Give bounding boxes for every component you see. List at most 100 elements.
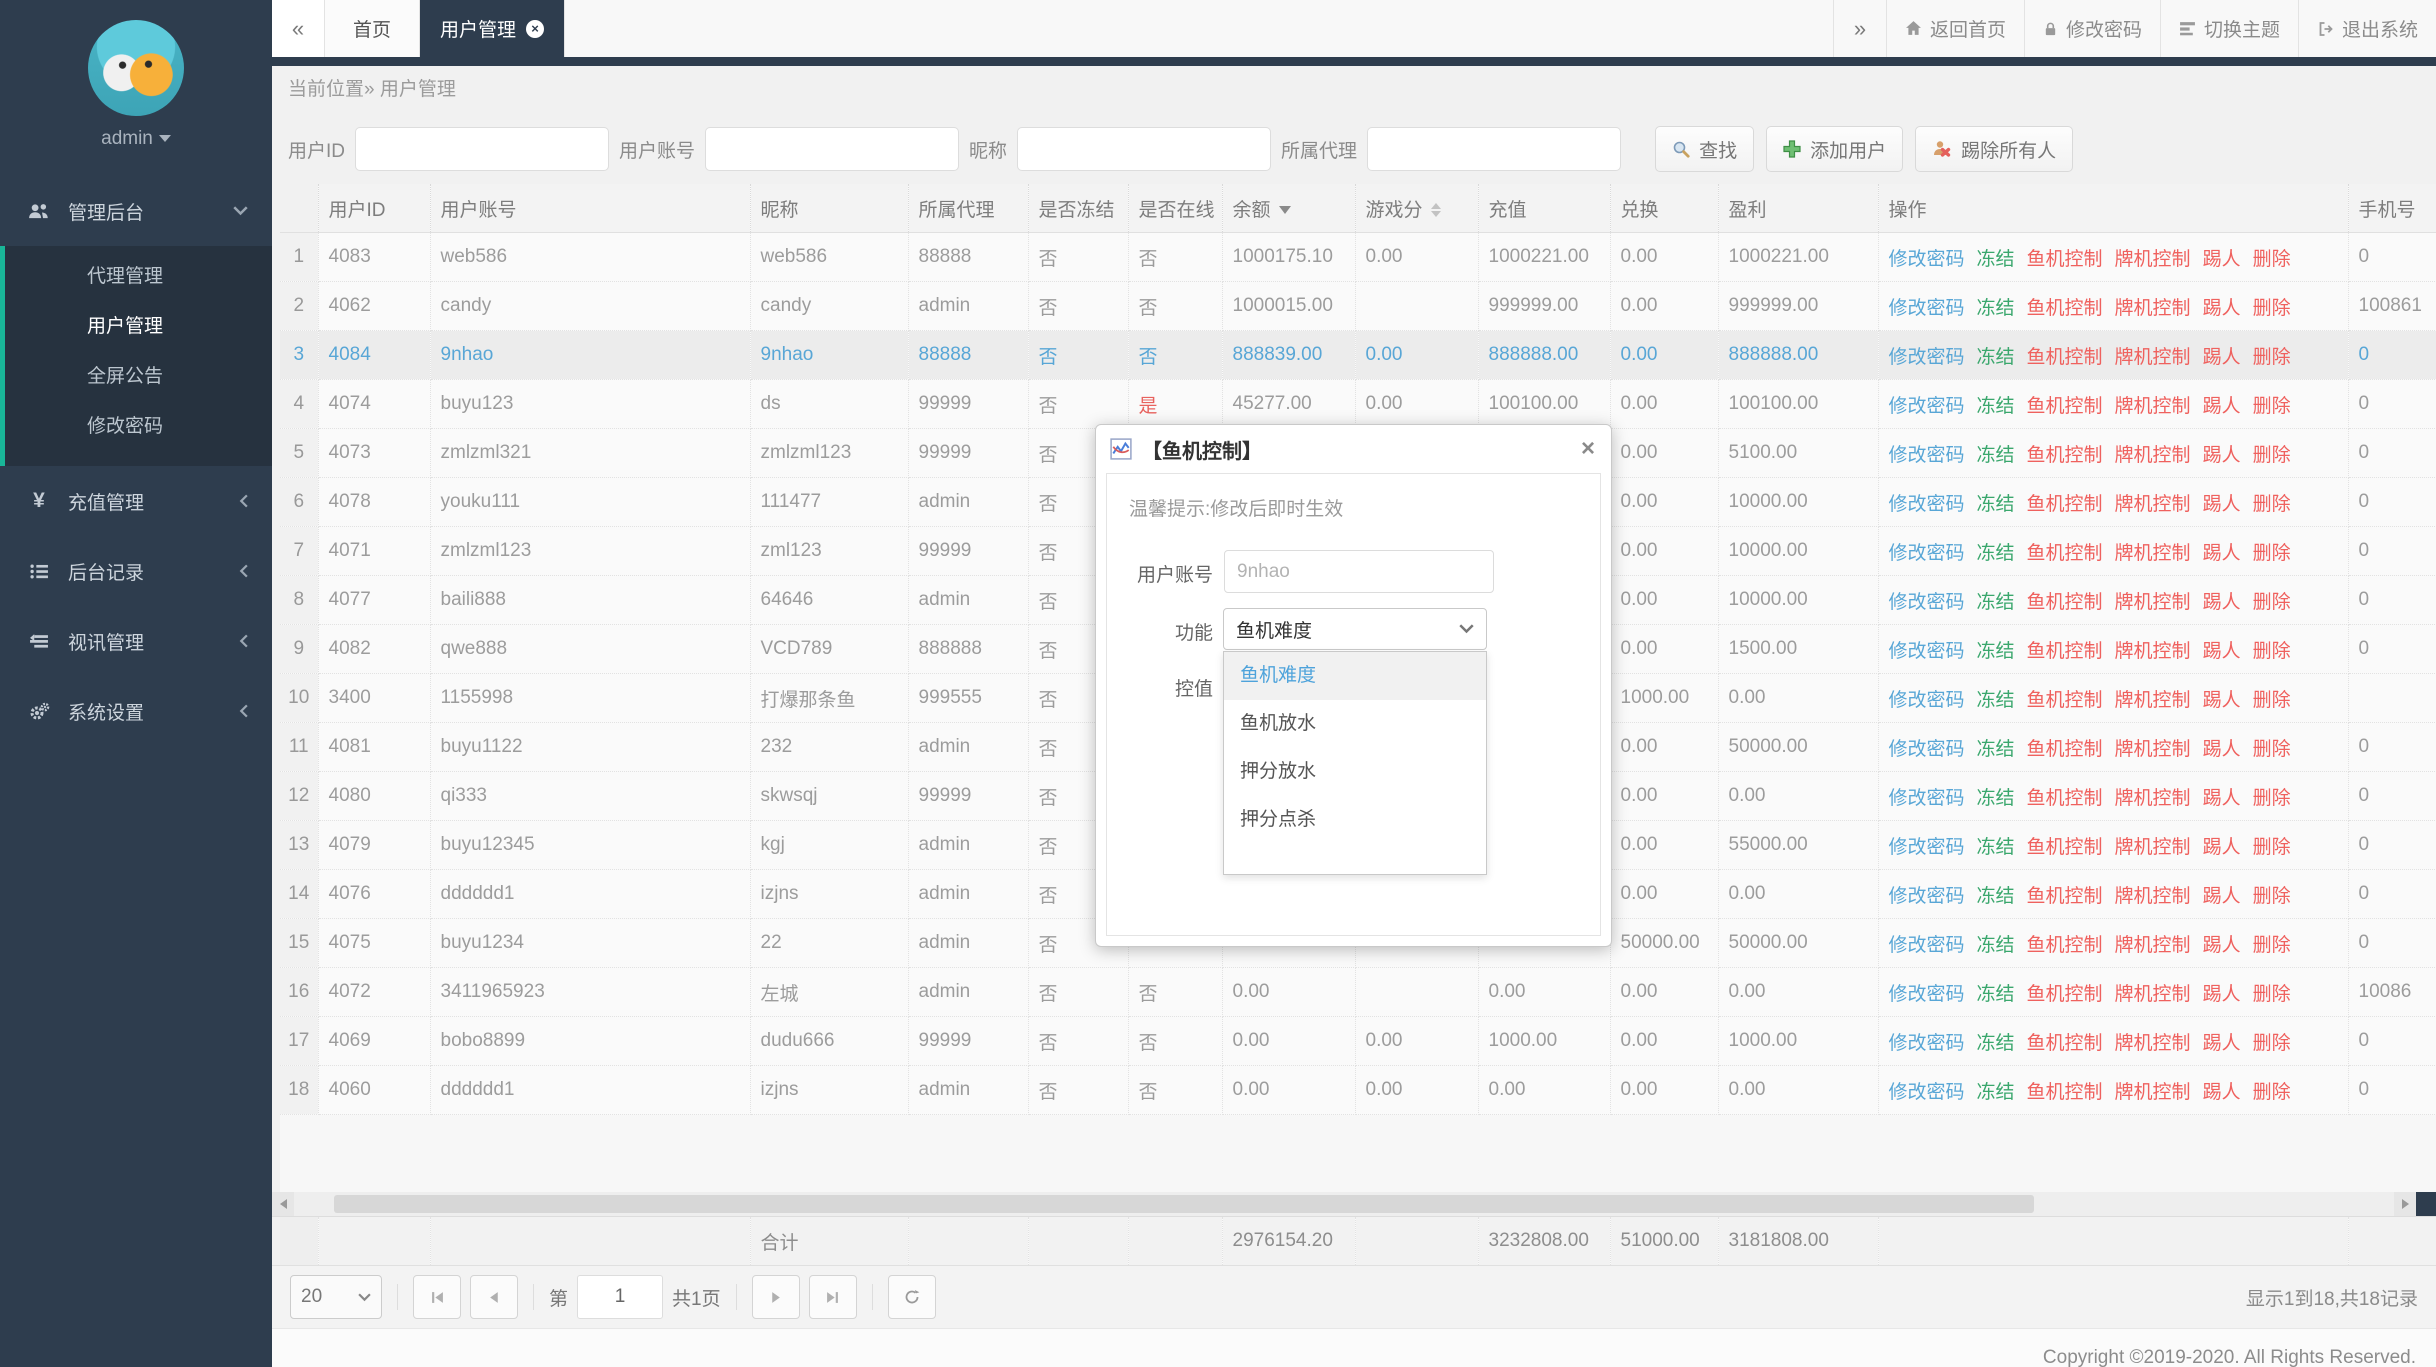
change-password-link[interactable]: 修改密码 <box>1888 591 1965 613</box>
freeze-link[interactable]: 冻结 <box>1976 836 2015 858</box>
scroll-left-arrow[interactable] <box>272 1192 294 1216</box>
page-number-input[interactable] <box>577 1275 664 1319</box>
switch-theme-button[interactable]: 切换主题 <box>2159 0 2298 57</box>
kick-link[interactable]: 踢人 <box>2202 885 2241 907</box>
kick-link[interactable]: 踢人 <box>2202 346 2241 368</box>
dropdown-option[interactable]: 鱼机放水 <box>1240 713 1317 734</box>
delete-link[interactable]: 删除 <box>2252 395 2291 417</box>
change-password-link[interactable]: 修改密码 <box>1888 395 1965 417</box>
freeze-link[interactable]: 冻结 <box>1976 493 2015 515</box>
delete-link[interactable]: 删除 <box>2252 591 2291 613</box>
search-button[interactable]: 查找 <box>1655 126 1755 172</box>
freeze-link[interactable]: 冻结 <box>1976 297 2015 319</box>
change-password-link[interactable]: 修改密码 <box>1888 934 1965 956</box>
sidebar-item-admin[interactable]: 管理后台 <box>0 176 272 246</box>
filter-input-nickname[interactable] <box>1017 127 1272 171</box>
account-input[interactable] <box>1224 550 1494 593</box>
scrollbar-thumb[interactable] <box>334 1195 2034 1213</box>
kick-link[interactable]: 踢人 <box>2202 395 2241 417</box>
delete-link[interactable]: 删除 <box>2252 836 2291 858</box>
filter-input-user-id[interactable] <box>355 127 610 171</box>
change-password-button[interactable]: 修改密码 <box>2023 0 2160 57</box>
card-control-link[interactable]: 牌机控制 <box>2114 738 2191 760</box>
fish-control-link[interactable]: 鱼机控制 <box>2026 444 2103 466</box>
sidebar-subitem-password[interactable]: 修改密码 <box>87 416 164 437</box>
fish-control-link[interactable]: 鱼机控制 <box>2026 1081 2103 1103</box>
change-password-link[interactable]: 修改密码 <box>1888 346 1965 368</box>
fish-control-link[interactable]: 鱼机控制 <box>2026 493 2103 515</box>
fish-control-link[interactable]: 鱼机控制 <box>2026 591 2103 613</box>
freeze-link[interactable]: 冻结 <box>1976 738 2015 760</box>
card-control-link[interactable]: 牌机控制 <box>2114 248 2191 270</box>
sidebar-item-video[interactable]: 视讯管理 <box>0 606 272 676</box>
delete-link[interactable]: 删除 <box>2252 640 2291 662</box>
sidebar-item-records[interactable]: 后台记录 <box>0 536 272 606</box>
delete-link[interactable]: 删除 <box>2252 542 2291 564</box>
freeze-link[interactable]: 冻结 <box>1976 346 2015 368</box>
fish-control-link[interactable]: 鱼机控制 <box>2026 836 2103 858</box>
dropdown-option[interactable]: 押分点杀 <box>1240 809 1317 830</box>
function-select[interactable]: 鱼机难度 <box>1223 608 1487 650</box>
scroll-right-arrow[interactable] <box>2394 1192 2416 1216</box>
card-control-link[interactable]: 牌机控制 <box>2114 493 2191 515</box>
fish-control-link[interactable]: 鱼机控制 <box>2026 542 2103 564</box>
last-page-button[interactable] <box>808 1275 857 1319</box>
close-icon[interactable]: × <box>526 19 545 38</box>
kick-link[interactable]: 踢人 <box>2202 493 2241 515</box>
kick-link[interactable]: 踢人 <box>2202 1032 2241 1054</box>
card-control-link[interactable]: 牌机控制 <box>2114 444 2191 466</box>
change-password-link[interactable]: 修改密码 <box>1888 1032 1965 1054</box>
change-password-link[interactable]: 修改密码 <box>1888 1081 1965 1103</box>
freeze-link[interactable]: 冻结 <box>1976 591 2015 613</box>
delete-link[interactable]: 删除 <box>2252 787 2291 809</box>
delete-link[interactable]: 删除 <box>2252 983 2291 1005</box>
column-header-game[interactable]: 游戏分 <box>1355 184 1479 233</box>
kick-link[interactable]: 踢人 <box>2202 297 2241 319</box>
freeze-link[interactable]: 冻结 <box>1976 444 2015 466</box>
change-password-link[interactable]: 修改密码 <box>1888 248 1965 270</box>
fish-control-link[interactable]: 鱼机控制 <box>2026 297 2103 319</box>
delete-link[interactable]: 删除 <box>2252 1032 2291 1054</box>
fish-control-link[interactable]: 鱼机控制 <box>2026 689 2103 711</box>
change-password-link[interactable]: 修改密码 <box>1888 885 1965 907</box>
fish-control-link[interactable]: 鱼机控制 <box>2026 640 2103 662</box>
add-user-button[interactable]: 添加用户 <box>1766 126 1904 172</box>
card-control-link[interactable]: 牌机控制 <box>2114 934 2191 956</box>
freeze-link[interactable]: 冻结 <box>1976 1032 2015 1054</box>
collapse-tabs-left-button[interactable]: « <box>272 0 325 57</box>
freeze-link[interactable]: 冻结 <box>1976 395 2015 417</box>
kick-link[interactable]: 踢人 <box>2202 1081 2241 1103</box>
filter-input-agent[interactable] <box>1367 127 1622 171</box>
prev-page-button[interactable] <box>470 1275 518 1319</box>
fish-control-link[interactable]: 鱼机控制 <box>2026 983 2103 1005</box>
delete-link[interactable]: 删除 <box>2252 885 2291 907</box>
sidebar-item-settings[interactable]: 系统设置 <box>0 676 272 746</box>
kick-link[interactable]: 踢人 <box>2202 787 2241 809</box>
delete-link[interactable]: 删除 <box>2252 738 2291 760</box>
kick-link[interactable]: 踢人 <box>2202 444 2241 466</box>
card-control-link[interactable]: 牌机控制 <box>2114 1032 2191 1054</box>
kick-link[interactable]: 踢人 <box>2202 640 2241 662</box>
delete-link[interactable]: 删除 <box>2252 346 2291 368</box>
kick-link[interactable]: 踢人 <box>2202 738 2241 760</box>
scrollbar-track[interactable] <box>294 1192 2394 1216</box>
kick-link[interactable]: 踢人 <box>2202 934 2241 956</box>
freeze-link[interactable]: 冻结 <box>1976 885 2015 907</box>
card-control-link[interactable]: 牌机控制 <box>2114 1081 2191 1103</box>
refresh-button[interactable] <box>887 1275 936 1319</box>
close-icon[interactable]: × <box>1580 435 1595 462</box>
card-control-link[interactable]: 牌机控制 <box>2114 836 2191 858</box>
card-control-link[interactable]: 牌机控制 <box>2114 542 2191 564</box>
card-control-link[interactable]: 牌机控制 <box>2114 640 2191 662</box>
freeze-link[interactable]: 冻结 <box>1976 640 2015 662</box>
kick-link[interactable]: 踢人 <box>2202 689 2241 711</box>
first-page-button[interactable] <box>413 1275 461 1319</box>
fish-control-link[interactable]: 鱼机控制 <box>2026 346 2103 368</box>
freeze-link[interactable]: 冻结 <box>1976 689 2015 711</box>
kick-link[interactable]: 踢人 <box>2202 591 2241 613</box>
logout-button[interactable]: 退出系统 <box>2297 0 2436 57</box>
delete-link[interactable]: 删除 <box>2252 689 2291 711</box>
change-password-link[interactable]: 修改密码 <box>1888 836 1965 858</box>
home-button[interactable]: 返回首页 <box>1885 0 2024 57</box>
delete-link[interactable]: 删除 <box>2252 444 2291 466</box>
